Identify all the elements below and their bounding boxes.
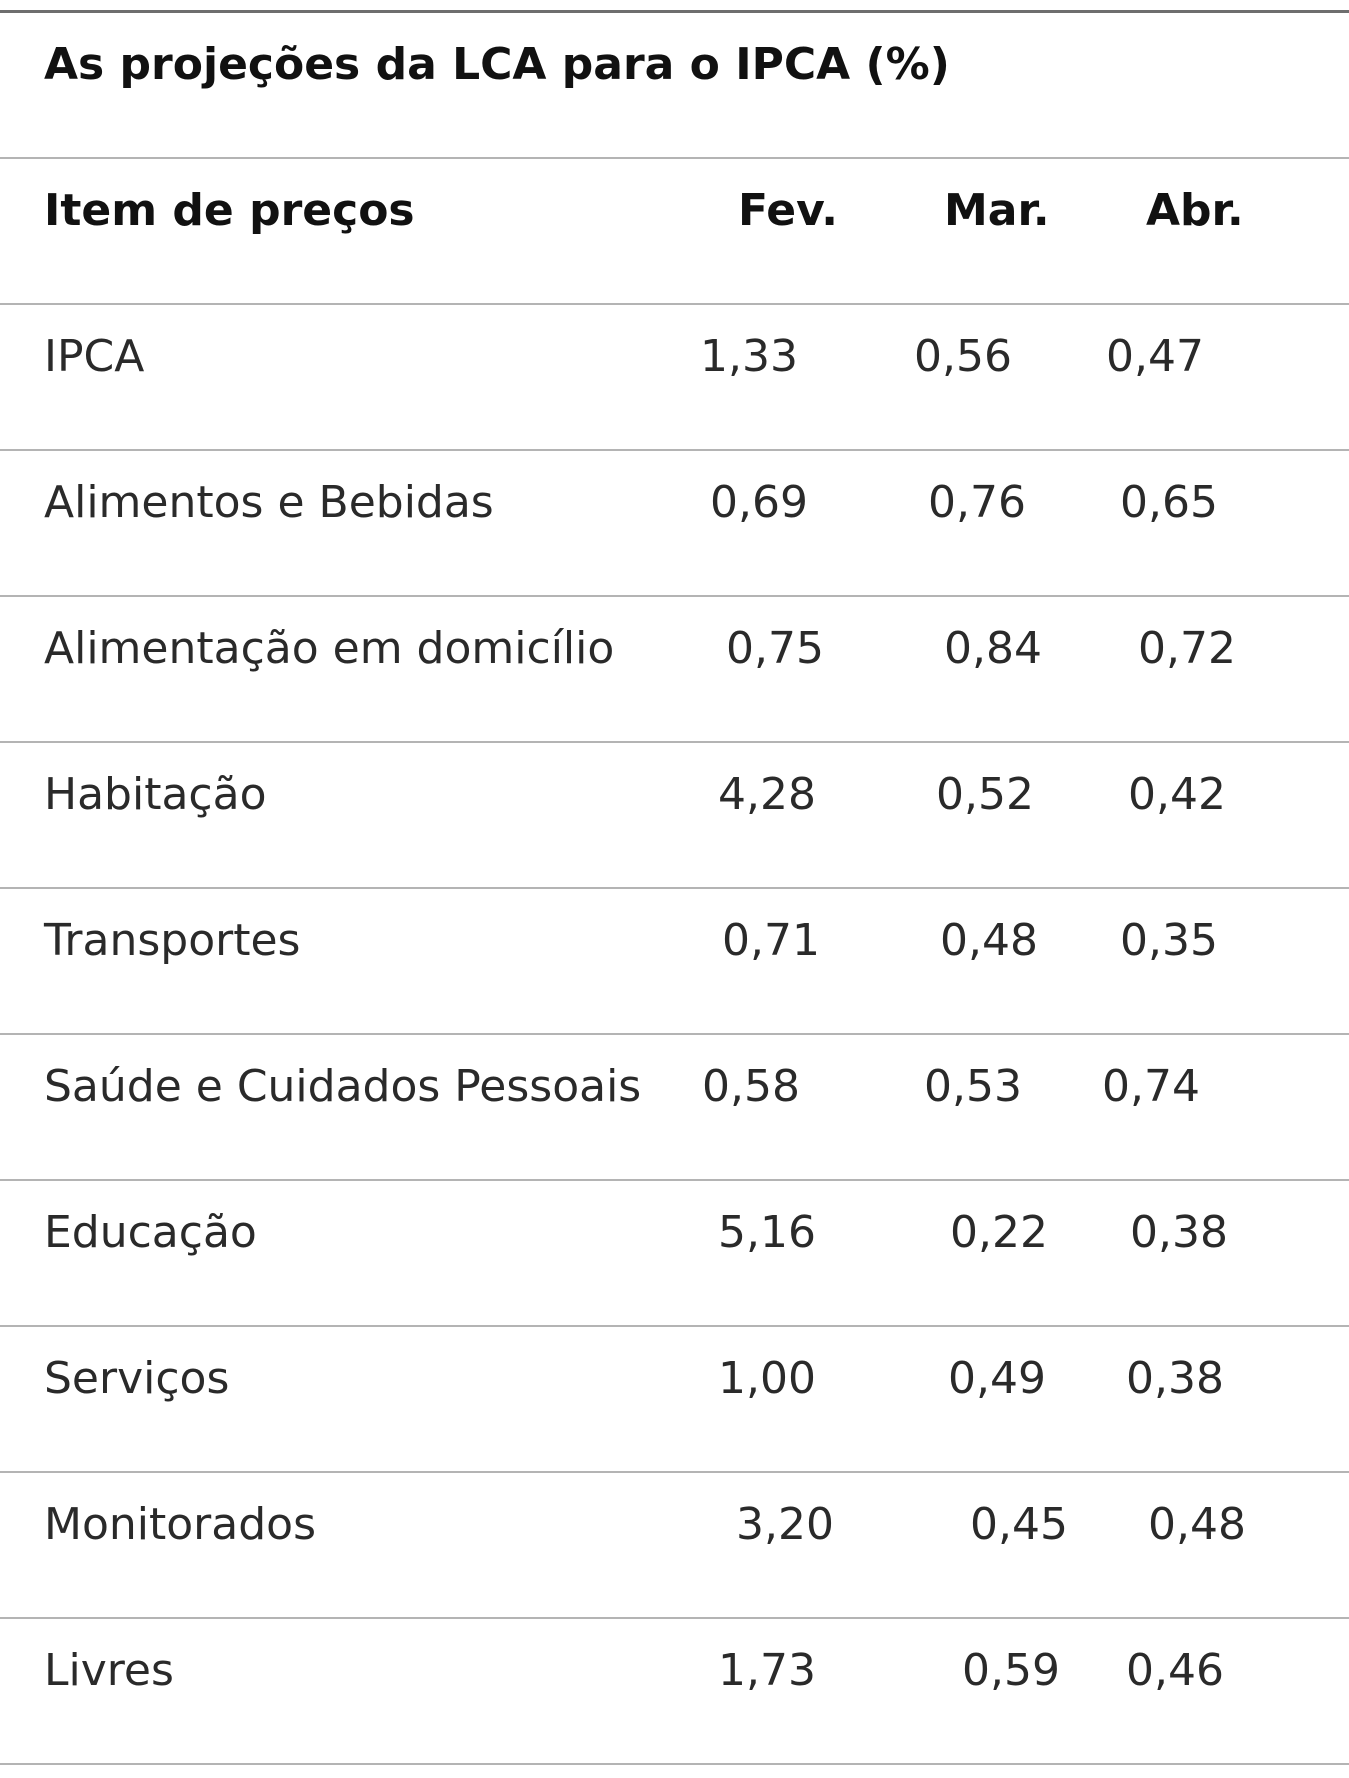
ipca-projections-table: As projeções da LCA para o IPCA (%) Item… xyxy=(0,10,1349,1765)
row-value-abr: 0,38 xyxy=(1126,1353,1224,1404)
row-value-mar: 0,49 xyxy=(948,1353,1046,1404)
table-row: Serviços 1,00 0,49 0,38 xyxy=(0,1327,1349,1473)
table-row: Alimentação em domicílio 0,75 0,84 0,72 xyxy=(0,597,1349,743)
table-header-row: Item de preços Fev. Mar. Abr. xyxy=(0,159,1349,305)
table-row: Monitorados 3,20 0,45 0,48 xyxy=(0,1473,1349,1619)
row-item-label: Habitação xyxy=(44,769,267,820)
row-item-label: Serviços xyxy=(44,1353,230,1404)
row-value-abr: 0,42 xyxy=(1128,769,1226,820)
row-value-fev: 0,75 xyxy=(726,623,824,674)
table-title-row: As projeções da LCA para o IPCA (%) xyxy=(0,13,1349,159)
table-row: Transportes 0,71 0,48 0,35 xyxy=(0,889,1349,1035)
row-value-fev: 1,00 xyxy=(718,1353,816,1404)
row-item-label: Livres xyxy=(44,1645,174,1696)
column-header-mar: Mar. xyxy=(944,185,1050,236)
row-value-mar: 0,45 xyxy=(970,1499,1068,1550)
column-header-abr: Abr. xyxy=(1146,185,1244,236)
row-item-label: Alimentos e Bebidas xyxy=(44,477,494,528)
row-value-mar: 0,48 xyxy=(940,915,1038,966)
table-row: Livres 1,73 0,59 0,46 xyxy=(0,1619,1349,1765)
table-row: Habitação 4,28 0,52 0,42 xyxy=(0,743,1349,889)
row-value-mar: 0,84 xyxy=(944,623,1042,674)
row-value-abr: 0,46 xyxy=(1126,1645,1224,1696)
row-value-mar: 0,53 xyxy=(924,1061,1022,1112)
row-value-abr: 0,74 xyxy=(1102,1061,1200,1112)
row-item-label: Saúde e Cuidados Pessoais xyxy=(44,1061,642,1112)
table-row: Saúde e Cuidados Pessoais 0,58 0,53 0,74 xyxy=(0,1035,1349,1181)
row-value-fev: 4,28 xyxy=(718,769,816,820)
row-value-fev: 1,33 xyxy=(700,331,798,382)
row-value-abr: 0,65 xyxy=(1120,477,1218,528)
row-value-fev: 3,20 xyxy=(736,1499,834,1550)
row-value-mar: 0,76 xyxy=(928,477,1026,528)
row-value-mar: 0,52 xyxy=(936,769,1034,820)
row-value-fev: 0,71 xyxy=(722,915,820,966)
row-value-mar: 0,56 xyxy=(914,331,1012,382)
row-item-label: Educação xyxy=(44,1207,257,1258)
row-value-mar: 0,22 xyxy=(950,1207,1048,1258)
row-item-label: Monitorados xyxy=(44,1499,316,1550)
row-value-abr: 0,48 xyxy=(1148,1499,1246,1550)
row-value-fev: 0,69 xyxy=(710,477,808,528)
row-item-label: Alimentação em domicílio xyxy=(44,623,615,674)
row-value-abr: 0,72 xyxy=(1138,623,1236,674)
column-header-fev: Fev. xyxy=(738,185,838,236)
table-row: Alimentos e Bebidas 0,69 0,76 0,65 xyxy=(0,451,1349,597)
row-value-abr: 0,35 xyxy=(1120,915,1218,966)
column-header-item: Item de preços xyxy=(44,185,415,236)
row-value-fev: 0,58 xyxy=(702,1061,800,1112)
table-title: As projeções da LCA para o IPCA (%) xyxy=(44,39,950,90)
row-value-fev: 5,16 xyxy=(718,1207,816,1258)
row-value-fev: 1,73 xyxy=(718,1645,816,1696)
row-value-mar: 0,59 xyxy=(962,1645,1060,1696)
row-item-label: IPCA xyxy=(44,331,145,382)
row-value-abr: 0,38 xyxy=(1130,1207,1228,1258)
table-row: Educação 5,16 0,22 0,38 xyxy=(0,1181,1349,1327)
row-value-abr: 0,47 xyxy=(1106,331,1204,382)
row-item-label: Transportes xyxy=(44,915,301,966)
table-row: IPCA 1,33 0,56 0,47 xyxy=(0,305,1349,451)
